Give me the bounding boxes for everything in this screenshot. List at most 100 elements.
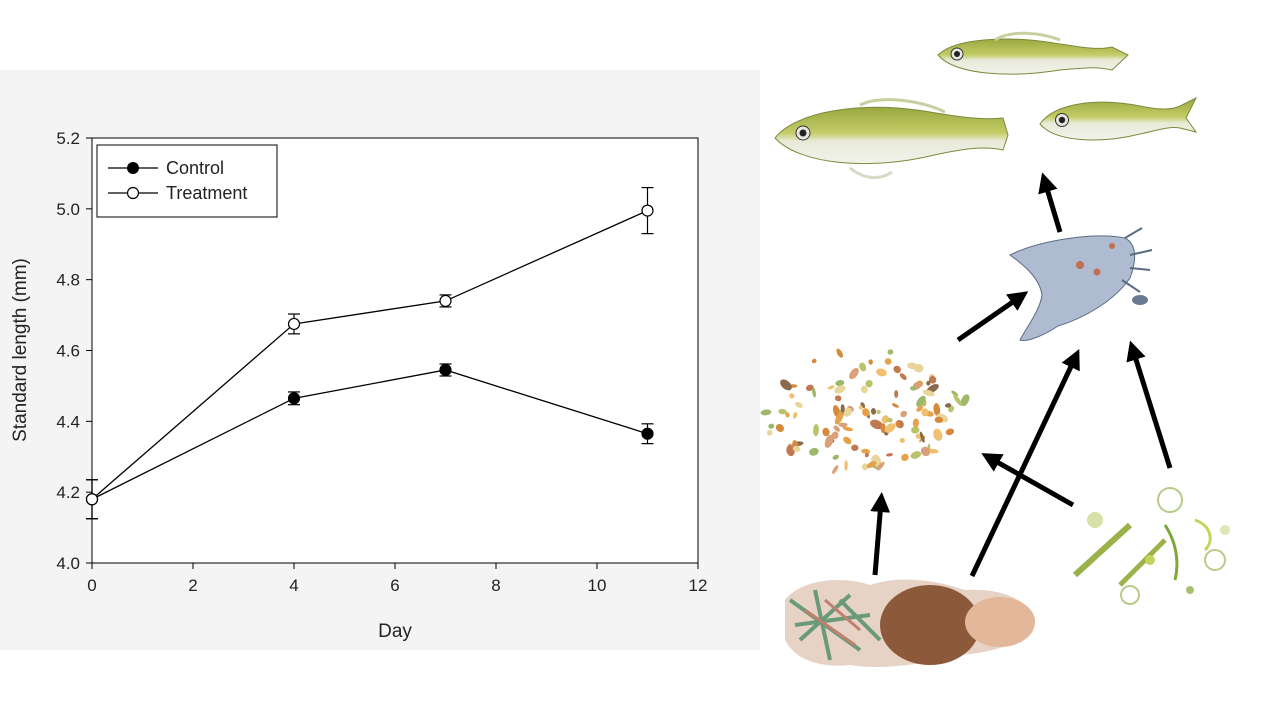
microbe-particle (912, 418, 920, 428)
control-series-line (91, 369, 648, 500)
microbe-particle (876, 368, 887, 377)
y-tick-label: 4.8 (56, 271, 80, 290)
microbe-particle (760, 409, 772, 416)
microbe-particle (858, 405, 863, 410)
trophic-arrows (870, 172, 1173, 578)
x-tick-label: 8 (491, 576, 500, 595)
microbe-particle (838, 422, 848, 428)
microbe-particle (886, 417, 893, 423)
microbe-particle (960, 394, 970, 407)
microbe-particle (866, 461, 877, 469)
microbe-particle (953, 394, 963, 406)
arrow-copepod-to-fish (1038, 172, 1063, 233)
microbe-particle (812, 387, 816, 398)
control-data-point (439, 363, 452, 377)
microbe-particle (868, 359, 873, 365)
microbe-particle (836, 348, 844, 358)
y-tick-label: 4.4 (56, 412, 80, 431)
microbe-particle (876, 409, 881, 415)
microbe-particle (899, 373, 907, 380)
microbe-particle (895, 421, 901, 429)
microbe-particle (865, 380, 873, 388)
microbe-particle (945, 428, 955, 436)
microbe-particle (860, 385, 868, 394)
microbe-particle (909, 386, 917, 391)
treatment-data-point (287, 317, 301, 331)
fish-larva-top (937, 31, 1129, 75)
microbe-particle (766, 429, 773, 436)
microbe-particle (885, 453, 894, 457)
microbe-particle (827, 385, 835, 390)
legend-control-label: Control (166, 158, 224, 178)
microbe-particle (906, 362, 918, 370)
x-tick-label: 0 (87, 576, 96, 595)
y-tick-label: 4.6 (56, 342, 80, 361)
microbe-particle (851, 444, 859, 452)
microbe-particle (789, 393, 795, 399)
microbe-particle (809, 447, 819, 456)
microbe-particle (899, 437, 905, 443)
microbe-particle (843, 407, 853, 417)
legend-treatment-label: Treatment (166, 183, 247, 203)
microbe-particle (842, 426, 854, 432)
legend-box (96, 144, 278, 218)
microbe-particle (891, 403, 899, 408)
microbe-particle (834, 395, 842, 402)
microbe-particle (881, 415, 889, 424)
protozoa-bacteria-cluster (760, 348, 970, 474)
fish-larva-large (774, 98, 1009, 179)
microbe-particle (920, 446, 931, 457)
microbe-particle (835, 380, 845, 386)
microbe-particle (844, 460, 848, 471)
microbe-particle (864, 452, 869, 458)
arrow-detritus-to-copepod (969, 348, 1080, 578)
treatment-data-point (439, 294, 452, 308)
microbe-particle (894, 390, 899, 398)
arrow-protozoa-to-copepod (956, 291, 1029, 343)
y-axis-title: Standard length (mm) (10, 258, 31, 442)
microbe-particle (884, 423, 896, 433)
microbe-particle (948, 405, 955, 413)
microbe-particle (933, 428, 943, 441)
microbe-particle (921, 408, 929, 417)
x-axis-title: Day (378, 621, 412, 642)
microbe-particle (870, 408, 877, 415)
y-tick-label: 4.2 (56, 483, 80, 502)
microbe-particle (911, 426, 920, 434)
phytoplankton-cluster (1072, 487, 1230, 605)
microbe-particle (884, 358, 892, 365)
axes: 0 2 4 6 8 10 12 4.0 4.2 4.4 4.6 4.8 5.0 5.2 (56, 129, 707, 595)
microbe-particle (792, 445, 801, 452)
microbe-particle (951, 390, 959, 397)
food-web-illustration (760, 31, 1230, 667)
microbe-particle (876, 461, 885, 471)
microbe-particle (926, 380, 931, 386)
microbe-particle (901, 453, 909, 461)
legend: Control Treatment (96, 144, 278, 218)
microbe-particle (922, 389, 935, 397)
chart-panel: 0 2 4 6 8 10 12 4.0 4.2 4.4 4.6 4.8 5.0 5.2 Control T… (0, 70, 760, 650)
microbe-particle (934, 416, 943, 424)
microbe-particle (900, 410, 908, 418)
microbe-particle (811, 358, 817, 364)
microbe-particle (822, 427, 830, 437)
microbe-particle (834, 411, 844, 425)
microbe-particle (805, 384, 814, 391)
growth-line-chart: 0 2 4 6 8 10 12 4.0 4.2 4.4 4.6 4.8 5.0 5.2 Control T… (10, 129, 707, 642)
microbe-particle (919, 431, 925, 443)
microbe-particle (775, 424, 784, 432)
microbe-particle (792, 412, 798, 419)
microbe-particle (861, 448, 871, 454)
arrow-phyto-to-copepod (1126, 340, 1173, 469)
microbe-particle (916, 395, 926, 407)
x-tick-label: 10 (588, 576, 607, 595)
microbe-particle (870, 419, 883, 430)
microbe-particle (768, 423, 775, 429)
fish-larva-right (1039, 96, 1198, 141)
microbe-particle (944, 403, 952, 408)
microbe-particle (893, 365, 901, 374)
microbe-particle (832, 465, 839, 474)
microbe-particle (928, 376, 937, 384)
microbe-particle (862, 408, 870, 417)
y-tick-label: 5.2 (56, 129, 80, 148)
